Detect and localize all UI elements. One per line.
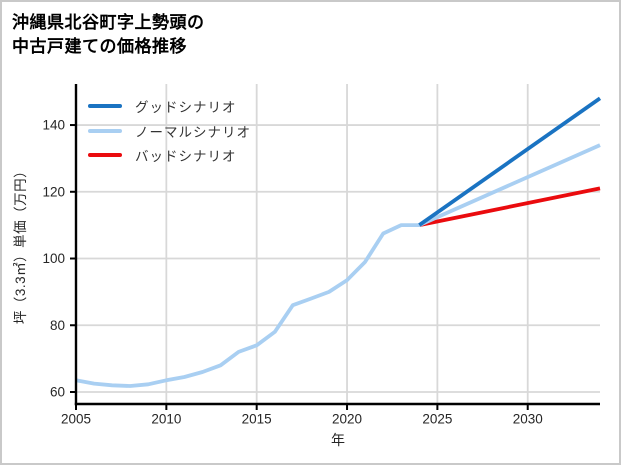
series-line-forecast-bad bbox=[418, 186, 601, 227]
legend-item: ノーマルシナリオ bbox=[88, 119, 251, 144]
series-line-history-and-forecast-normal bbox=[75, 143, 601, 388]
y-tick-label: 120 bbox=[42, 184, 65, 199]
legend-line-swatch bbox=[88, 153, 122, 158]
series-line-forecast-good bbox=[418, 96, 602, 227]
legend-label: ノーマルシナリオ bbox=[135, 124, 251, 140]
x-tick-label: 2020 bbox=[332, 412, 362, 427]
x-tick-label: 2010 bbox=[151, 412, 181, 427]
x-tick-label: 2015 bbox=[242, 412, 272, 427]
x-tick-label: 2005 bbox=[61, 412, 91, 427]
legend-item: バッドシナリオ bbox=[88, 143, 251, 168]
legend-label: バッドシナリオ bbox=[135, 149, 237, 165]
y-axis-label: 坪（3.3㎡）単価（万円） bbox=[13, 163, 28, 325]
legend-line-swatch bbox=[88, 128, 122, 133]
y-tick-label: 80 bbox=[50, 318, 65, 333]
x-tick-label: 2030 bbox=[513, 412, 543, 427]
legend-item: グッドシナリオ bbox=[88, 94, 251, 119]
x-axis-label: 年 bbox=[331, 432, 345, 448]
y-tick-label: 100 bbox=[42, 251, 65, 266]
legend-label: グッドシナリオ bbox=[135, 100, 237, 116]
legend-line-swatch bbox=[88, 104, 122, 109]
y-tick-label: 60 bbox=[50, 384, 65, 399]
x-tick-label: 2025 bbox=[422, 412, 452, 427]
y-tick-label: 140 bbox=[42, 118, 65, 133]
chart-title: 沖縄県北谷町字上勢頭の 中古戸建ての価格推移 bbox=[12, 13, 205, 57]
legend: グッドシナリオ ノーマルシナリオ バッドシナリオ bbox=[88, 94, 251, 168]
